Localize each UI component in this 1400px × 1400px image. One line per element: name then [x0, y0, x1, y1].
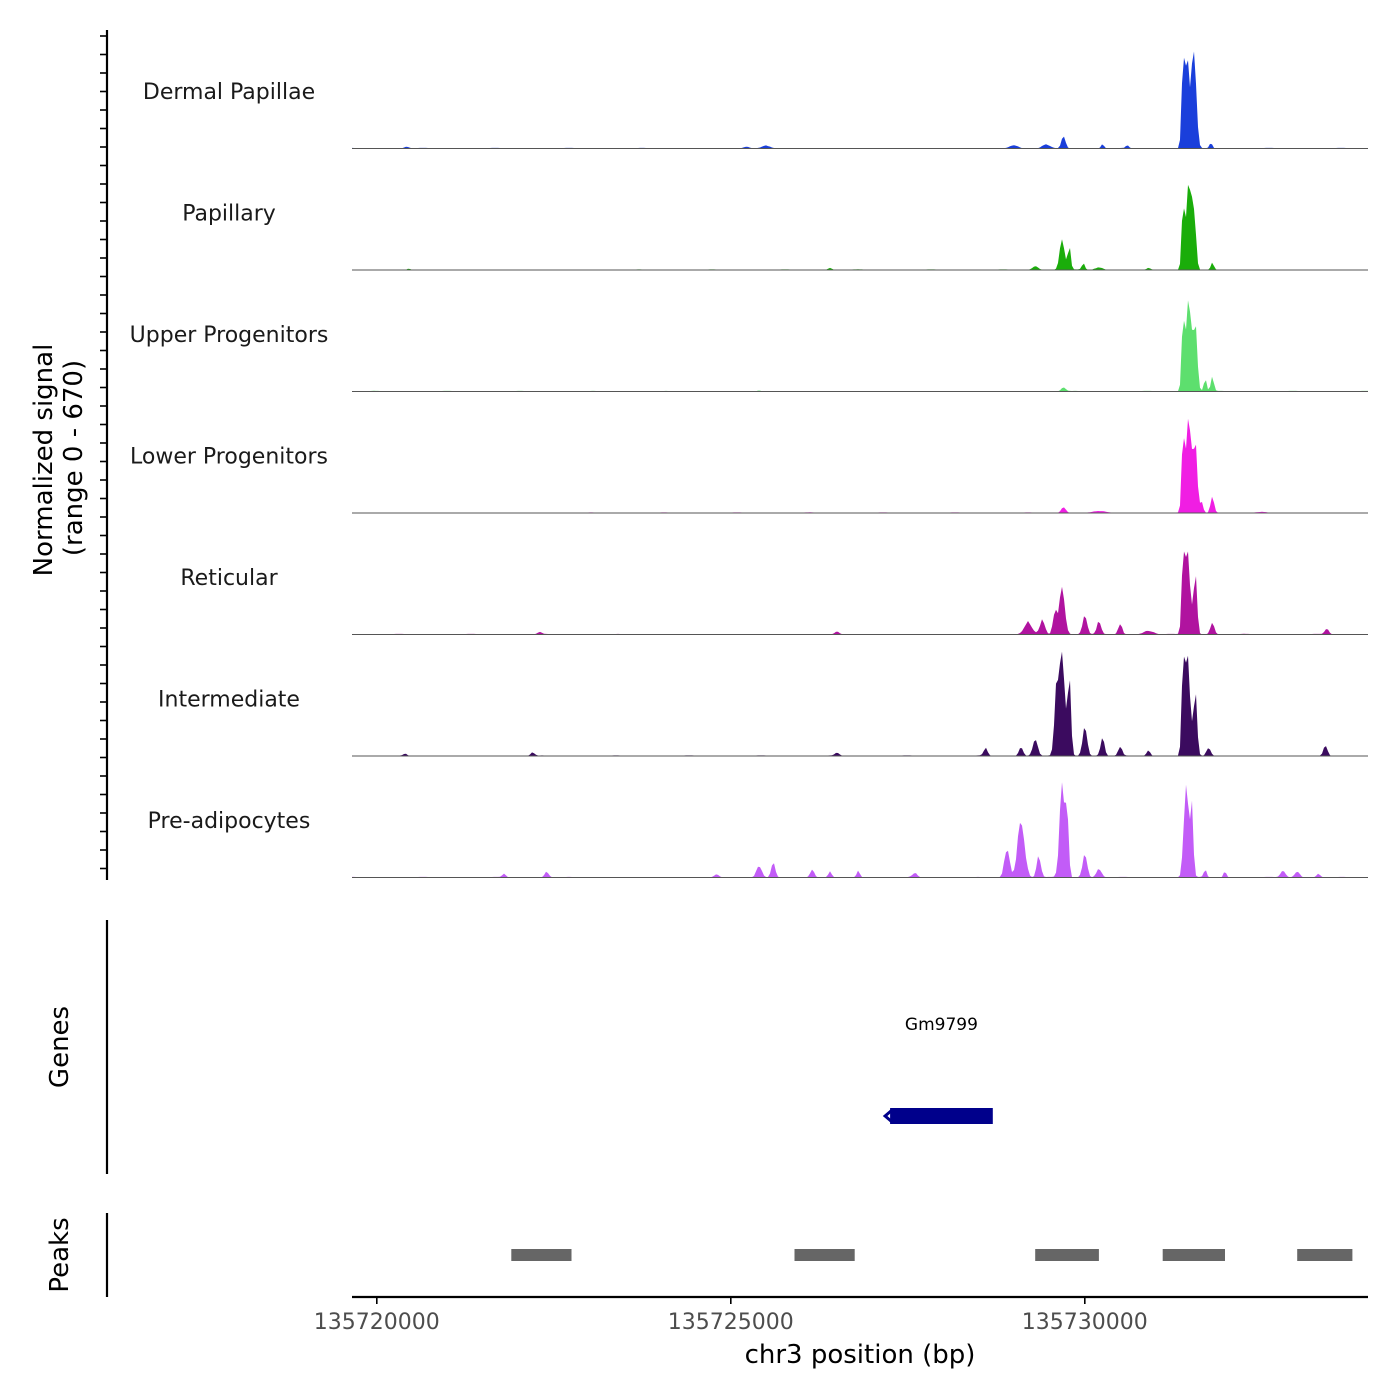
genes-track: Gm9799 — [882, 1015, 993, 1124]
track-label: Reticular — [180, 566, 278, 591]
genes-panel-label: Genes — [45, 1006, 75, 1088]
coverage-tracks: Dermal Papillae Papillary Upper Progenitor… — [130, 51, 1368, 878]
gene-strand-arrow — [882, 1108, 894, 1124]
x-axis-title: chr3 position (bp) — [745, 1340, 976, 1370]
peaks-track — [511, 1249, 1353, 1261]
coverage-track: Reticular — [180, 551, 1368, 635]
x-axis-tick-label: 135720000 — [314, 1310, 440, 1335]
coverage-track: Lower Progenitors — [130, 418, 1368, 514]
coverage-track: Papillary — [182, 184, 1368, 271]
gene-label: Gm9799 — [905, 1015, 978, 1035]
x-axis-ticks: 135720000 135725000 135730000 — [314, 1297, 1148, 1335]
y-axis-label-line2: (range 0 - 670) — [59, 360, 89, 556]
coverage-track: Upper Progenitors — [130, 300, 1368, 392]
coverage-track: Intermediate — [158, 651, 1368, 757]
peaks-panel-label: Peaks — [45, 1217, 75, 1292]
peak-region — [511, 1249, 572, 1261]
coverage-track: Pre-adipocytes — [148, 782, 1368, 878]
peak-region — [1035, 1249, 1099, 1261]
peak-region — [1162, 1249, 1225, 1261]
track-label: Lower Progenitors — [130, 445, 328, 470]
peak-region — [1297, 1249, 1353, 1261]
coverage-track: Dermal Papillae — [143, 51, 1368, 149]
x-axis-tick-label: 135725000 — [668, 1310, 794, 1335]
track-label: Papillary — [182, 202, 276, 227]
track-label: Pre-adipocytes — [148, 809, 311, 834]
track-label: Upper Progenitors — [130, 323, 329, 348]
gene-body — [890, 1108, 993, 1124]
peak-region — [794, 1249, 855, 1261]
track-label: Intermediate — [158, 688, 300, 713]
x-axis-tick-label: 135730000 — [1022, 1310, 1148, 1335]
coverage-y-axis-ticks — [100, 35, 107, 870]
y-axis-label-line1: Normalized signal — [29, 344, 59, 577]
track-label: Dermal Papillae — [143, 80, 315, 105]
